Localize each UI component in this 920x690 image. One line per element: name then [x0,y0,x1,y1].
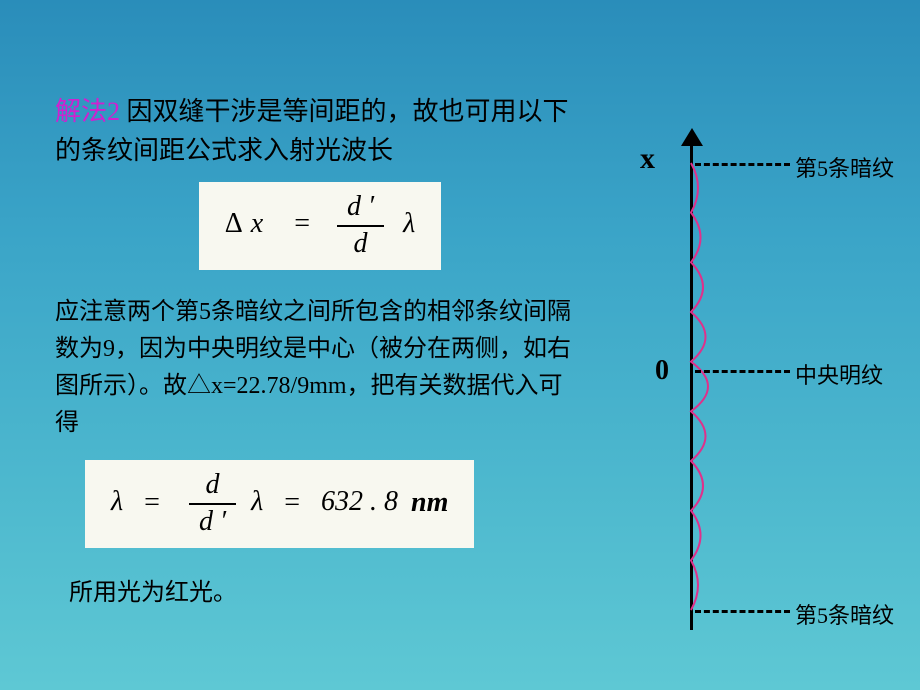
numerator-2: d [189,470,236,505]
lambda-left: λ [111,487,123,518]
lambda-right: λ [251,487,263,518]
dash-mid [695,370,790,373]
delta-symbol: Δ [225,208,243,239]
body-paragraph: 应注意两个第5条暗纹之间所包含的相邻条纹间隔数为9，因为中央明纹是中心（被分在两… [55,294,585,443]
fringe-diagram: x 0 第5条暗纹 中央明纹 第5条暗纹 [580,140,900,650]
label-central-bright: 中央明纹 [795,358,883,390]
dash-bot [695,610,790,613]
denominator-2: d ′ [189,505,236,538]
equals-sign: = [294,208,310,239]
heading: 解法2 因双缝干涉是等间距的，故也可用以下的条纹间距公式求入射光波长 [55,92,585,170]
lambda-symbol: λ [403,208,415,239]
fraction-dprime-d: d ′ d [337,192,384,260]
dash-top [695,163,790,166]
fraction-d-dprime: d d ′ [189,470,236,538]
content-left: 解法2 因双缝干涉是等间距的，故也可用以下的条纹间距公式求入射光波长 Δx = … [55,92,585,607]
method-label: 解法2 [55,97,120,126]
equals-1: = [144,487,160,518]
wave-pattern [655,160,735,630]
label-top-dark: 第5条暗纹 [795,151,894,183]
var-x: x [251,208,263,239]
formula1-container: Δx = d ′ d λ [55,182,585,270]
formula2-container: λ = d d ′ λ = 632 . 8 nm [85,460,585,548]
conclusion-text: 所用光为红光。 [69,572,585,607]
denominator: d [337,227,384,260]
formula-delta-x: Δx = d ′ d λ [199,182,442,270]
x-axis-label: x [640,142,655,176]
equals-2: = [284,487,300,518]
heading-rest: 因双缝干涉是等间距的，故也可用以下的条纹间距公式求入射光波长 [55,97,569,165]
numerator: d ′ [337,192,384,227]
unit-nm: nm [411,487,448,518]
value: 632 . 8 [321,487,398,518]
formula-lambda: λ = d d ′ λ = 632 . 8 nm [85,460,474,548]
label-bottom-dark: 第5条暗纹 [795,598,894,630]
